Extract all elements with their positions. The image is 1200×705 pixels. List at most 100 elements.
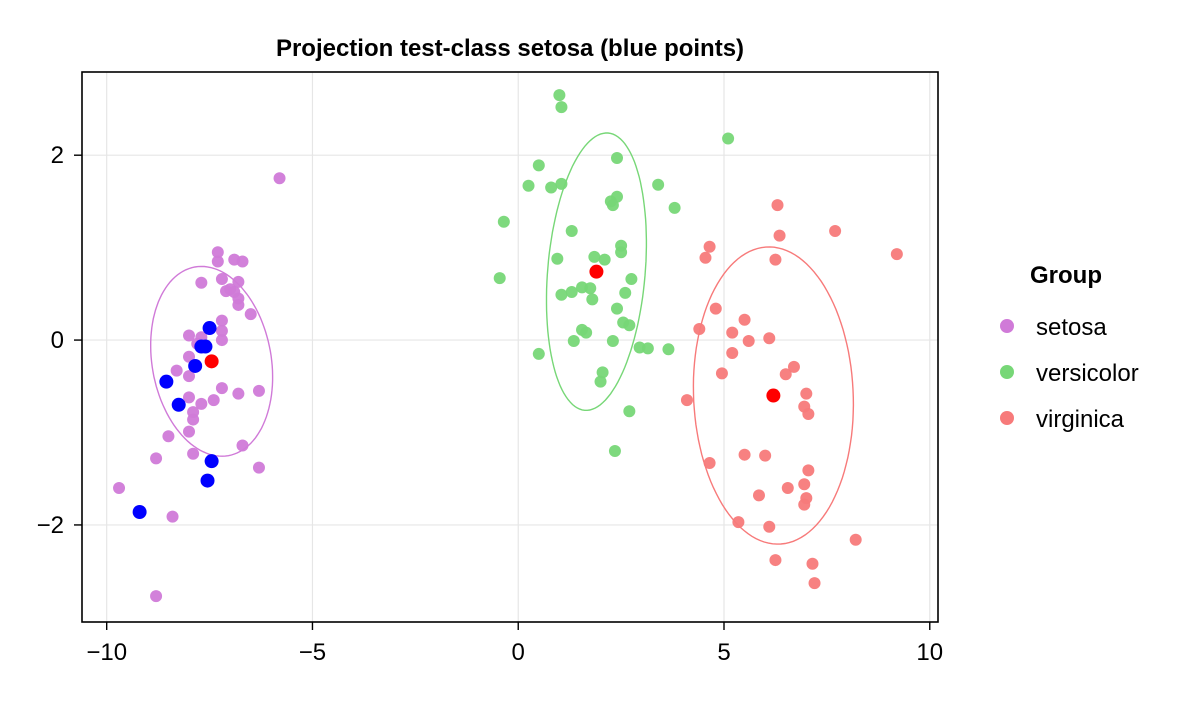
- point-virginica: [726, 326, 739, 339]
- point-virginica: [773, 229, 786, 242]
- point-versicolor: [619, 286, 632, 299]
- point-setosa: [215, 314, 228, 327]
- point-versicolor: [623, 319, 636, 332]
- point-setosa: [232, 387, 245, 400]
- point-setosa: [244, 308, 257, 321]
- point-setosa: [166, 510, 179, 523]
- point-versicolor: [580, 326, 593, 339]
- point-versicolor: [532, 347, 545, 360]
- point-setosa: [211, 246, 224, 259]
- point-versicolor: [668, 201, 681, 214]
- point-virginica: [781, 481, 794, 494]
- point-highlight-4: [204, 354, 219, 369]
- point-setosa: [183, 425, 195, 438]
- point-virginica: [808, 577, 821, 590]
- point-setosa: [195, 397, 208, 410]
- point-virginica: [703, 457, 716, 470]
- legend: Group setosa versicolor virginica: [1000, 262, 1139, 433]
- point-versicolor: [551, 252, 564, 265]
- point-virginica: [798, 478, 811, 491]
- point-versicolor: [594, 375, 607, 388]
- legend-marker-virginica: [1000, 411, 1014, 425]
- ellipse-2: [692, 246, 855, 545]
- point-virginica: [738, 448, 751, 461]
- legend-label-virginica: virginica: [1036, 406, 1125, 433]
- point-versicolor: [497, 215, 510, 228]
- point-versicolor: [606, 334, 619, 347]
- point-highlight-4: [589, 264, 604, 279]
- point-virginica: [693, 322, 706, 335]
- legend-marker-setosa: [1000, 319, 1014, 333]
- point-virginica: [715, 367, 728, 380]
- ellipse-0: [150, 265, 274, 457]
- point-setosa: [232, 275, 245, 288]
- point-virginica: [769, 253, 782, 266]
- point-versicolor: [532, 159, 545, 172]
- point-virginica: [759, 449, 772, 462]
- x-tick-label: −5: [299, 639, 326, 666]
- point-versicolor: [588, 250, 601, 263]
- point-versicolor: [555, 288, 568, 301]
- point-virginica: [709, 302, 722, 315]
- point-setosa: [211, 255, 224, 268]
- point-setosa: [150, 452, 163, 465]
- point-versicolor: [608, 444, 621, 457]
- point-setosa: [195, 276, 208, 289]
- point-versicolor: [565, 286, 578, 298]
- y-tick-label: −2: [37, 512, 64, 539]
- point-virginica: [763, 520, 776, 533]
- point-versicolor: [555, 101, 568, 114]
- point-highlight-3: [132, 505, 147, 519]
- point-highlight-3: [200, 473, 215, 488]
- point-highlight-3: [188, 358, 203, 373]
- point-versicolor: [641, 342, 654, 355]
- point-versicolor: [722, 132, 735, 145]
- point-setosa: [187, 447, 200, 460]
- legend-title: Group: [1030, 262, 1102, 289]
- data-points: [113, 89, 903, 603]
- point-versicolor: [522, 179, 535, 192]
- point-versicolor: [586, 293, 599, 306]
- point-virginica: [890, 248, 903, 261]
- point-setosa: [252, 461, 265, 474]
- point-virginica: [779, 368, 792, 381]
- point-setosa: [215, 382, 228, 395]
- point-setosa: [215, 334, 228, 347]
- point-virginica: [802, 464, 815, 477]
- point-setosa: [162, 430, 175, 443]
- point-setosa: [183, 350, 195, 363]
- point-virginica: [798, 498, 811, 511]
- point-versicolor: [615, 246, 628, 259]
- point-setosa: [215, 324, 228, 337]
- plot-frame: [81, 71, 939, 623]
- point-versicolor: [623, 405, 636, 418]
- point-highlight-3: [171, 397, 186, 412]
- point-virginica: [738, 313, 751, 326]
- point-highlight-4: [766, 388, 781, 403]
- chart-title: Projection test-class setosa (blue point…: [276, 35, 744, 62]
- point-versicolor: [555, 177, 568, 190]
- point-virginica: [763, 332, 776, 345]
- point-versicolor: [606, 199, 619, 212]
- point-versicolor: [493, 272, 506, 285]
- point-setosa: [183, 370, 195, 383]
- point-versicolor: [652, 178, 665, 191]
- point-virginica: [726, 347, 739, 360]
- x-tick-label: 10: [916, 639, 943, 666]
- point-virginica: [849, 533, 862, 546]
- legend-marker-versicolor: [1000, 365, 1014, 379]
- point-highlight-3: [194, 339, 209, 354]
- point-virginica: [787, 360, 800, 373]
- point-virginica: [680, 394, 693, 407]
- point-virginica: [806, 557, 819, 570]
- point-setosa: [150, 590, 163, 603]
- point-versicolor: [625, 273, 638, 286]
- point-highlight-3: [204, 454, 219, 469]
- point-setosa: [215, 273, 228, 286]
- point-setosa: [207, 394, 220, 407]
- point-setosa: [228, 253, 241, 266]
- point-virginica: [769, 554, 782, 567]
- y-tick-label: 2: [51, 142, 64, 169]
